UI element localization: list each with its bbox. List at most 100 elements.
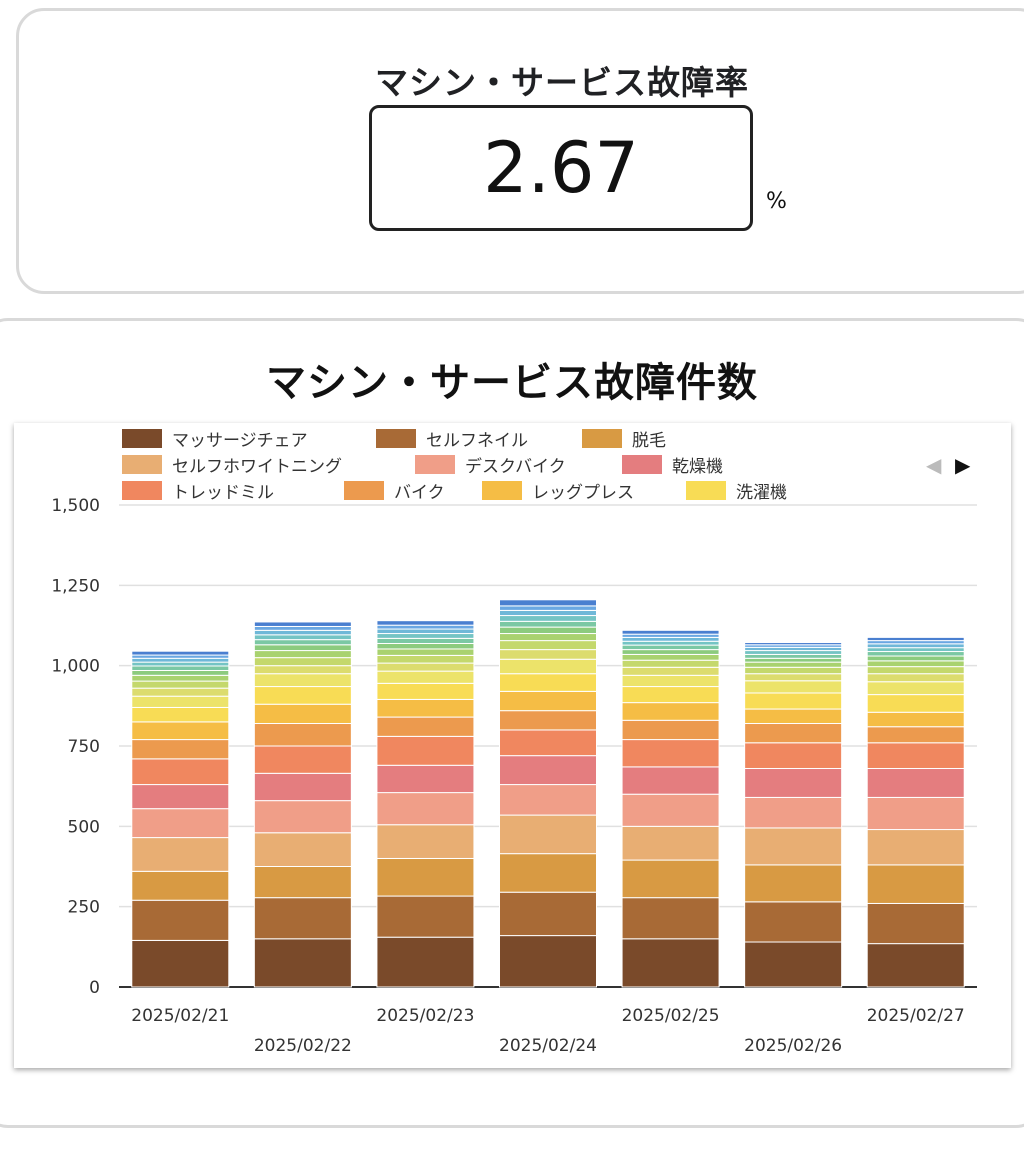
bar-segment[interactable] bbox=[744, 796, 843, 829]
bar-segment[interactable] bbox=[131, 657, 230, 663]
bar-segment[interactable] bbox=[131, 721, 230, 741]
bar-segment[interactable] bbox=[253, 723, 352, 747]
bar-segment[interactable] bbox=[376, 716, 475, 737]
bar-segment[interactable] bbox=[499, 626, 597, 635]
bar-segment[interactable] bbox=[621, 640, 720, 646]
bar-segment[interactable] bbox=[376, 764, 475, 794]
bar-segment[interactable] bbox=[376, 624, 475, 630]
bar-segment[interactable] bbox=[131, 687, 230, 697]
bar-segment[interactable] bbox=[376, 735, 475, 766]
bar-segment[interactable] bbox=[744, 653, 843, 659]
bar-segment[interactable] bbox=[866, 726, 965, 744]
legend-item[interactable]: デスクバイク bbox=[415, 455, 566, 477]
bar-segment[interactable] bbox=[253, 800, 352, 834]
legend-prev-arrow[interactable]: ◀ bbox=[926, 453, 942, 477]
bar-segment[interactable] bbox=[499, 599, 597, 607]
bar-segment[interactable] bbox=[131, 870, 230, 901]
bar-segment[interactable] bbox=[499, 658, 597, 675]
bar-segment[interactable] bbox=[866, 943, 965, 988]
bar-segment[interactable] bbox=[744, 666, 843, 675]
legend-item[interactable]: トレッドミル bbox=[122, 481, 274, 503]
bar-segment[interactable] bbox=[866, 666, 965, 675]
bar-segment[interactable] bbox=[744, 742, 843, 769]
bar-segment[interactable] bbox=[866, 660, 965, 668]
legend-item[interactable]: 乾燥機 bbox=[622, 455, 723, 477]
bar-segment[interactable] bbox=[253, 625, 352, 631]
bar-segment[interactable] bbox=[621, 666, 720, 676]
legend-item[interactable]: バイク bbox=[344, 481, 445, 503]
bar-segment[interactable] bbox=[866, 767, 965, 798]
bar-segment[interactable] bbox=[866, 651, 965, 657]
bar-segment[interactable] bbox=[376, 662, 475, 672]
legend-item[interactable]: マッサージチェア bbox=[122, 429, 308, 451]
bar-segment[interactable] bbox=[621, 686, 720, 704]
bar-segment[interactable] bbox=[131, 739, 230, 760]
bar-segment[interactable] bbox=[744, 657, 843, 663]
bar-segment[interactable] bbox=[744, 827, 843, 866]
bar-segment[interactable] bbox=[499, 710, 597, 731]
bar-segment[interactable] bbox=[499, 615, 597, 622]
bar-segment[interactable] bbox=[131, 661, 230, 667]
bar-segment[interactable] bbox=[376, 648, 475, 656]
bar-segment[interactable] bbox=[131, 665, 230, 671]
bar-segment[interactable] bbox=[744, 661, 843, 668]
legend-item[interactable]: レッグプレス bbox=[482, 481, 634, 503]
bar-segment[interactable] bbox=[866, 647, 965, 653]
bar-segment[interactable] bbox=[499, 935, 597, 988]
bar-segment[interactable] bbox=[376, 792, 475, 826]
legend-item[interactable]: 脱毛 bbox=[582, 429, 666, 451]
bar-segment[interactable] bbox=[131, 899, 230, 941]
bar-segment[interactable] bbox=[376, 670, 475, 684]
bar-segment[interactable] bbox=[376, 628, 475, 635]
bar-segment[interactable] bbox=[253, 639, 352, 646]
bar-segment[interactable] bbox=[253, 897, 352, 940]
bar-segment[interactable] bbox=[499, 609, 597, 617]
bar-segment[interactable] bbox=[866, 681, 965, 696]
bar-segment[interactable] bbox=[253, 644, 352, 652]
bar-segment[interactable] bbox=[866, 829, 965, 866]
bar-segment[interactable] bbox=[253, 629, 352, 636]
bar-segment[interactable] bbox=[131, 808, 230, 839]
bar-segment[interactable] bbox=[744, 767, 843, 798]
bar-segment[interactable] bbox=[499, 640, 597, 651]
bar-segment[interactable] bbox=[866, 711, 965, 728]
bar-segment[interactable] bbox=[621, 938, 720, 988]
bar-segment[interactable] bbox=[866, 864, 965, 904]
bar-segment[interactable] bbox=[621, 644, 720, 651]
legend-item[interactable]: 洗濯機 bbox=[686, 481, 787, 503]
bar-segment[interactable] bbox=[376, 824, 475, 859]
bar-segment[interactable] bbox=[744, 650, 843, 655]
bar-segment[interactable] bbox=[621, 719, 720, 741]
bar-segment[interactable] bbox=[376, 637, 475, 644]
bar-segment[interactable] bbox=[376, 620, 475, 626]
bar-segment[interactable] bbox=[131, 837, 230, 872]
bar-segment[interactable] bbox=[866, 796, 965, 831]
bar-segment[interactable] bbox=[744, 692, 843, 710]
bar-segment[interactable] bbox=[744, 941, 843, 988]
legend-item[interactable]: セルフホワイトニング bbox=[122, 455, 342, 477]
bar-segment[interactable] bbox=[499, 891, 597, 937]
bar-segment[interactable] bbox=[253, 665, 352, 675]
bar-segment[interactable] bbox=[621, 766, 720, 795]
bar-segment[interactable] bbox=[131, 758, 230, 786]
bar-segment[interactable] bbox=[866, 673, 965, 683]
bar-segment[interactable] bbox=[376, 936, 475, 988]
bar-segment[interactable] bbox=[621, 897, 720, 940]
bar-segment[interactable] bbox=[499, 633, 597, 642]
bar-segment[interactable] bbox=[131, 939, 230, 988]
bar-segment[interactable] bbox=[253, 772, 352, 802]
bar-segment[interactable] bbox=[376, 642, 475, 650]
legend-item[interactable]: セルフネイル bbox=[376, 429, 528, 451]
bar-segment[interactable] bbox=[866, 636, 965, 642]
bar-segment[interactable] bbox=[499, 814, 597, 855]
bar-segment[interactable] bbox=[253, 938, 352, 988]
bar-segment[interactable] bbox=[621, 702, 720, 721]
bar-segment[interactable] bbox=[866, 902, 965, 945]
bar-segment[interactable] bbox=[376, 698, 475, 718]
bar-segment[interactable] bbox=[621, 649, 720, 655]
bar-segment[interactable] bbox=[621, 636, 720, 642]
bar-segment[interactable] bbox=[744, 864, 843, 903]
bar-segment[interactable] bbox=[253, 673, 352, 688]
bar-segment[interactable] bbox=[253, 703, 352, 725]
bar-segment[interactable] bbox=[253, 621, 352, 627]
